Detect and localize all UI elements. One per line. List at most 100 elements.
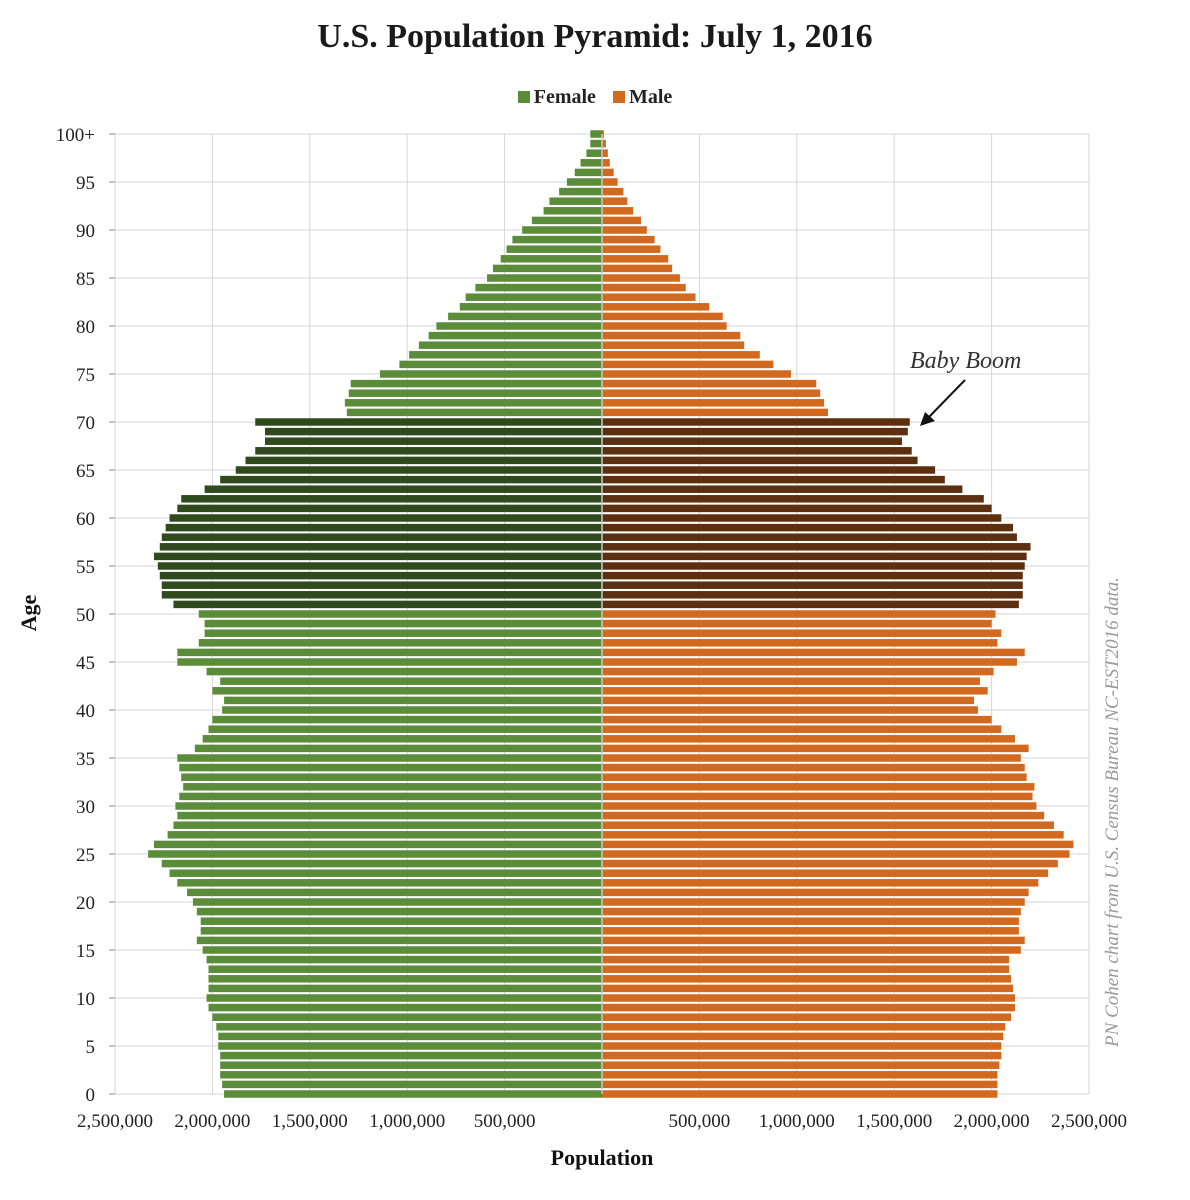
- bar-male-age-52: [602, 591, 1023, 599]
- bar-male-age-54: [602, 571, 1023, 580]
- bar-male-age-95: [602, 178, 618, 186]
- bar-female-age-60: [169, 514, 602, 522]
- y-tick-label: 100+: [56, 125, 95, 146]
- bar-male-age-62: [602, 495, 984, 503]
- bar-male-age-43: [602, 677, 980, 685]
- bar-male-age-58: [602, 533, 1017, 541]
- bar-female-age-31: [179, 792, 602, 801]
- bar-male-age-38: [602, 725, 1002, 733]
- bar-male-age-92: [602, 207, 634, 215]
- bar-male-age-41: [602, 696, 975, 705]
- bar-female-age-11: [208, 984, 602, 993]
- y-tick-label: 45: [76, 653, 95, 674]
- bar-male-age-85: [602, 274, 680, 282]
- bar-female-age-90: [522, 226, 602, 234]
- bar-male-age-72: [602, 399, 825, 407]
- bar-female-age-57: [159, 543, 602, 551]
- bar-male-age-56: [602, 552, 1027, 561]
- source-note: PN Cohen chart from U.S. Census Bureau N…: [1102, 577, 1123, 1048]
- y-tick-label: 30: [76, 797, 95, 818]
- bar-female-age-44: [206, 667, 602, 676]
- bar-male-age-22: [602, 879, 1039, 887]
- bar-male-age-82: [602, 303, 710, 311]
- bar-male-age-25: [602, 850, 1070, 858]
- bar-male-age-13: [602, 965, 1010, 973]
- bar-male-age-37: [602, 735, 1015, 743]
- bar-female-age-25: [148, 850, 602, 858]
- bar-male-age-35: [602, 754, 1021, 762]
- bar-male-age-2: [602, 1071, 998, 1079]
- bar-female-age-9: [208, 1003, 602, 1012]
- bar-male-age-80: [602, 322, 727, 330]
- x-tick-label: 2,000,000: [954, 1111, 1030, 1132]
- bar-male-age-86: [602, 264, 673, 273]
- bar-male-age-21: [602, 888, 1029, 897]
- bar-male-age-51: [602, 600, 1019, 609]
- bar-male-age-67: [602, 447, 912, 455]
- bar-female-age-59: [165, 523, 602, 532]
- bar-male-age-91: [602, 216, 641, 225]
- y-tick-label: 85: [76, 269, 95, 290]
- bar-female-age-96: [574, 168, 602, 177]
- bar-female-age-48: [204, 629, 602, 637]
- bar-female-age-4: [220, 1051, 602, 1060]
- bar-female-age-95: [566, 178, 602, 186]
- bar-female-age-18: [200, 917, 602, 925]
- y-tick-label: 65: [76, 461, 95, 482]
- bar-female-age-83: [465, 293, 602, 301]
- bar-male-age-99: [602, 139, 606, 148]
- bar-female-age-34: [179, 763, 602, 772]
- bar-female-age-86: [492, 264, 602, 273]
- legend-swatch-male: [612, 91, 625, 103]
- bar-male-age-36: [602, 744, 1029, 753]
- bar-female-age-62: [181, 495, 602, 503]
- bar-female-age-6: [218, 1032, 602, 1041]
- bar-female-age-94: [559, 187, 602, 196]
- legend-item-female: Female: [517, 86, 596, 109]
- bar-female-age-78: [418, 341, 602, 349]
- y-tick-label: 90: [76, 221, 95, 242]
- legend-swatch-female: [517, 91, 530, 103]
- bar-female-age-7: [216, 1023, 602, 1031]
- legend-item-male: Male: [612, 86, 673, 109]
- bar-female-age-75: [379, 370, 602, 378]
- bar-male-age-70: [602, 418, 910, 426]
- bar-female-age-92: [543, 207, 602, 215]
- bar-female-age-40: [222, 706, 602, 714]
- bar-female-age-63: [204, 485, 602, 493]
- y-axis-title: Age: [16, 594, 41, 631]
- bar-male-age-24: [602, 859, 1058, 868]
- bar-female-age-39: [212, 715, 602, 724]
- y-tick-label: 10: [76, 989, 95, 1010]
- y-tick-label: 55: [76, 557, 95, 578]
- bar-female-age-85: [487, 274, 602, 282]
- bar-male-age-88: [602, 245, 661, 253]
- x-tick-label: 1,000,000: [759, 1111, 835, 1132]
- bar-female-age-93: [549, 197, 602, 205]
- bar-male-age-94: [602, 187, 624, 196]
- bar-male-age-3: [602, 1061, 1000, 1069]
- bar-male-age-65: [602, 466, 936, 474]
- bar-male-age-44: [602, 667, 994, 676]
- bar-male-age-78: [602, 341, 745, 349]
- bar-male-age-40: [602, 706, 978, 714]
- y-tick-label: 0: [86, 1085, 96, 1106]
- bar-male-age-89: [602, 235, 655, 244]
- x-tick-label: 2,000,000: [174, 1111, 250, 1132]
- bar-male-age-32: [602, 783, 1035, 791]
- bar-female-age-47: [198, 639, 602, 647]
- bar-female-age-23: [169, 869, 602, 877]
- bar-male-age-98: [602, 149, 608, 157]
- bar-female-age-80: [436, 322, 602, 330]
- x-tick-label: 500,000: [669, 1111, 731, 1132]
- bar-female-age-22: [177, 879, 602, 887]
- bar-female-age-100+: [590, 130, 602, 138]
- y-tick-label: 95: [76, 173, 95, 194]
- bar-female-age-46: [177, 648, 602, 657]
- legend: Female Male: [0, 86, 1190, 109]
- bar-male-age-19: [602, 907, 1021, 916]
- x-tick-label: 1,000,000: [369, 1111, 445, 1132]
- legend-label-male: Male: [628, 86, 673, 108]
- bar-female-age-26: [153, 840, 602, 849]
- bar-male-age-60: [602, 514, 1002, 522]
